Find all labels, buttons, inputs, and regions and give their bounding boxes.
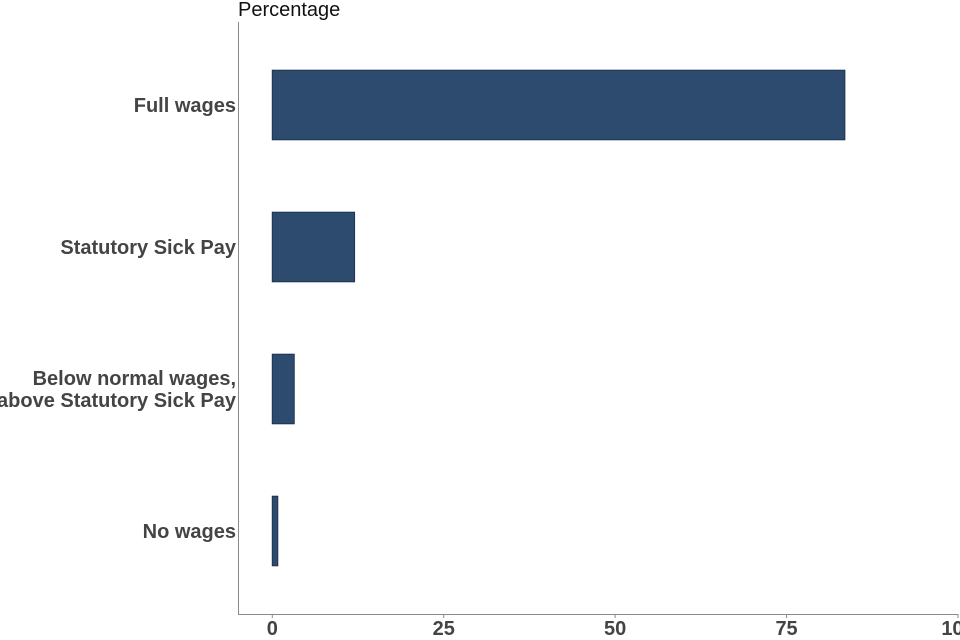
bar <box>271 211 356 283</box>
bar <box>271 353 295 425</box>
category-label: Below normal wages, above Statutory Sick … <box>0 368 237 412</box>
x-tick-label: 75 <box>775 618 797 640</box>
x-tick-label: 0 <box>267 618 278 640</box>
x-tick-label: 100 <box>941 618 960 640</box>
bars-group <box>271 69 846 567</box>
category-label: Full wages <box>134 95 236 117</box>
x-tick-label: 50 <box>604 618 626 640</box>
x-ticks-group: 0 25 50 75 100 <box>267 614 960 640</box>
bar <box>271 495 279 567</box>
category-label: No wages <box>143 521 236 543</box>
bar <box>271 69 846 141</box>
x-tick-label: 25 <box>433 618 455 640</box>
category-label: Statutory Sick Pay <box>60 237 237 259</box>
axis-title: Percentage <box>238 0 340 21</box>
category-labels-group: Full wages Statutory Sick Pay Below normal… <box>0 95 237 543</box>
